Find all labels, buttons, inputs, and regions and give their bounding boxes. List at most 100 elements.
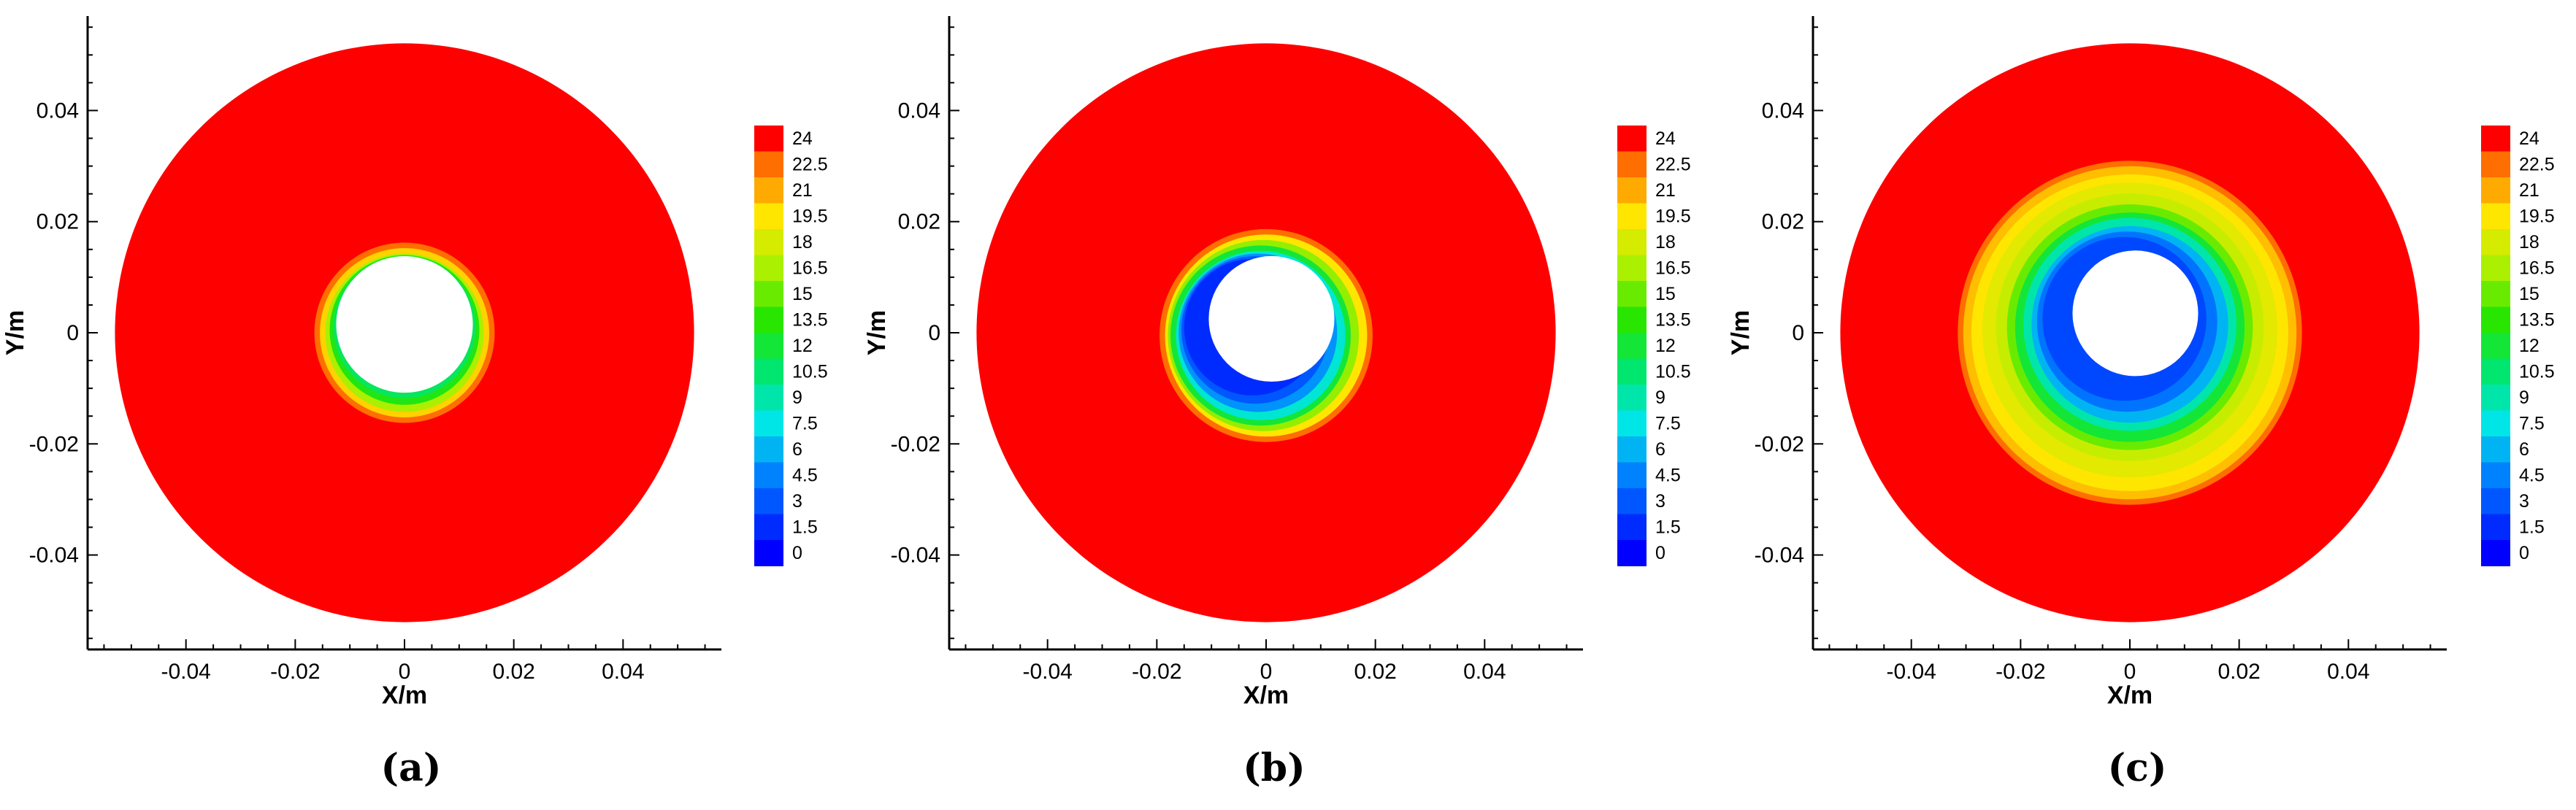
colorbar-swatch	[754, 306, 783, 333]
y-tick-label: 0	[1792, 321, 1804, 345]
inner-hole	[2072, 250, 2199, 377]
colorbar-swatch	[2481, 333, 2510, 359]
colorbar-swatch	[1617, 488, 1647, 514]
colorbar-swatch	[1617, 281, 1647, 307]
y-tick-label: -0.02	[29, 432, 79, 456]
colorbar-swatch	[2481, 436, 2510, 463]
colorbar-swatch	[1617, 540, 1647, 566]
colorbar-label: 16.5	[2519, 258, 2555, 279]
x-tick-label: 0.02	[2217, 660, 2260, 684]
panel-caption: (a)	[381, 746, 442, 790]
x-tick-label: 0.02	[492, 660, 534, 684]
colorbar-label: 1.5	[2519, 517, 2545, 538]
colorbar-label: 15	[2519, 284, 2539, 304]
y-axis-title: Y/m	[863, 310, 891, 355]
colorbar-label: 3	[792, 491, 802, 512]
colorbar-label: 13.5	[792, 310, 828, 331]
colorbar-label: 3	[1655, 491, 1665, 512]
panel-caption: (c)	[2108, 746, 2167, 790]
x-tick-label: 0.02	[1354, 660, 1396, 684]
y-tick-label: 0.02	[1762, 210, 1804, 234]
colorbar-label: 16.5	[1655, 258, 1691, 279]
colorbar-swatch	[1617, 229, 1647, 255]
colorbar-swatch	[1617, 385, 1647, 411]
colorbar-label: 4.5	[1655, 466, 1681, 486]
y-tick-label: 0.04	[37, 99, 79, 123]
colorbar-swatch	[2481, 255, 2510, 282]
y-tick-label: 0	[66, 321, 79, 345]
colorbar-swatch	[754, 385, 783, 411]
x-tick-label: 0.04	[602, 660, 644, 684]
colorbar-swatch	[754, 462, 783, 489]
colorbar-label: 1.5	[792, 517, 818, 538]
colorbar-swatch	[754, 126, 783, 152]
colorbar-swatch	[2481, 385, 2510, 411]
colorbar-swatch	[1617, 410, 1647, 437]
colorbar-swatch	[754, 488, 783, 514]
colorbar-swatch	[2481, 229, 2510, 255]
colorbar-swatch	[1617, 358, 1647, 385]
colorbar-label: 10.5	[792, 362, 828, 382]
x-tick-label: 0	[2124, 660, 2136, 684]
y-tick-label: -0.02	[1755, 432, 1804, 456]
y-tick-label: -0.02	[891, 432, 940, 456]
colorbar-label: 1.5	[1655, 517, 1681, 538]
colorbar-label: 22.5	[2519, 155, 2555, 175]
colorbar-swatch	[754, 333, 783, 359]
colorbar-label: 7.5	[1655, 414, 1681, 434]
colorbar-swatch	[754, 540, 783, 566]
colorbar-label: 21	[1655, 180, 1676, 201]
colorbar-label: 18	[2519, 232, 2539, 252]
colorbar-label: 15	[1655, 284, 1676, 304]
colorbar-swatch	[2481, 203, 2510, 230]
colorbar-label: 22.5	[792, 155, 828, 175]
colorbar-swatch	[1617, 306, 1647, 333]
x-tick-label: -0.04	[161, 660, 210, 684]
colorbar-label: 15	[792, 284, 813, 304]
colorbar-label: 6	[1655, 439, 1665, 460]
colorbar-swatch	[1617, 203, 1647, 230]
y-axis-title: Y/m	[1, 310, 29, 355]
colorbar-swatch	[754, 229, 783, 255]
colorbar-label: 0	[2519, 543, 2529, 563]
colorbar-swatch	[1617, 126, 1647, 152]
y-tick-label: -0.04	[29, 544, 79, 568]
colorbar-swatch	[2481, 126, 2510, 152]
x-tick-label: 0	[1260, 660, 1273, 684]
colorbar-label: 13.5	[1655, 310, 1691, 331]
colorbar-label: 21	[2519, 180, 2539, 201]
x-tick-label: -0.02	[1132, 660, 1181, 684]
colorbar-label: 7.5	[2519, 414, 2545, 434]
colorbar-label: 18	[792, 232, 813, 252]
colorbar-swatch	[1617, 151, 1647, 178]
colorbar-label: 0	[1655, 543, 1665, 563]
colorbar-swatch	[754, 255, 783, 282]
y-tick-label: 0	[928, 321, 940, 345]
colorbar-swatch	[1617, 333, 1647, 359]
colorbar-swatch	[2481, 514, 2510, 541]
x-tick-label: -0.02	[1996, 660, 2045, 684]
panel-caption: (b)	[1243, 746, 1306, 790]
colorbar-label: 24	[2519, 128, 2539, 149]
colorbar-swatch	[754, 177, 783, 204]
inner-hole	[336, 256, 473, 393]
panel-b: (b) -0.04 -0.02 0 0.02 0.04 0.04 0.02 0 -0.02 -0.…	[863, 16, 1691, 790]
colorbar-label: 24	[792, 128, 813, 149]
colorbar-label: 3	[2519, 491, 2529, 512]
colorbar-label: 9	[792, 387, 802, 408]
colorbar-label: 13.5	[2519, 310, 2555, 331]
colorbar-label: 12	[1655, 336, 1676, 356]
y-tick-label: -0.04	[1755, 544, 1804, 568]
colorbar-label: 10.5	[2519, 362, 2555, 382]
x-tick-label: -0.04	[1022, 660, 1072, 684]
colorbar-swatch	[2481, 281, 2510, 307]
colorbar-label: 22.5	[1655, 155, 1691, 175]
colorbar-swatch	[754, 151, 783, 178]
colorbar-label: 9	[1655, 387, 1665, 408]
colorbar-swatch	[2481, 540, 2510, 566]
colorbar-swatch	[2481, 358, 2510, 385]
colorbar-label: 12	[792, 336, 813, 356]
inner-hole	[1208, 255, 1335, 382]
colorbar-swatch	[2481, 462, 2510, 489]
